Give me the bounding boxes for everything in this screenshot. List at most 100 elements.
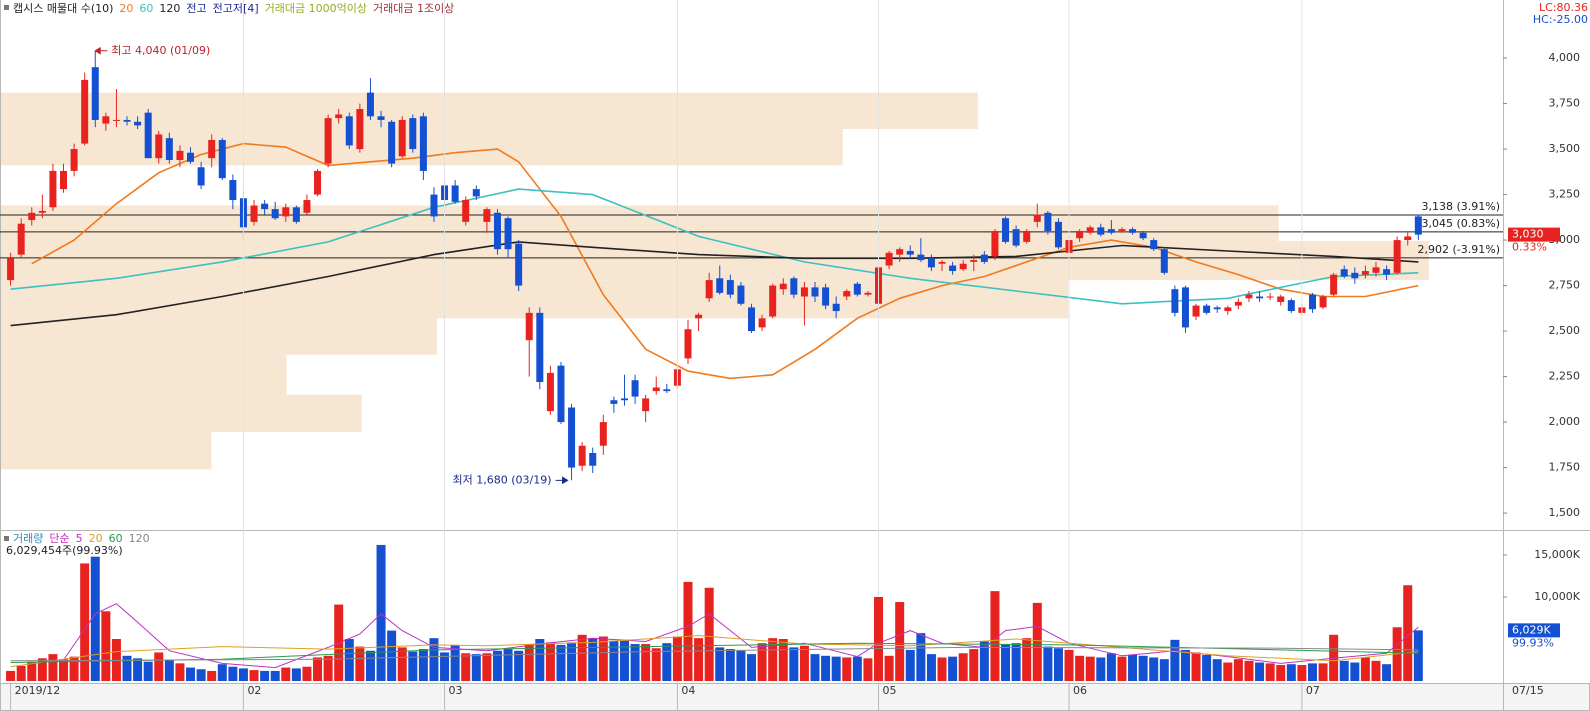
volume-bar (1085, 656, 1095, 681)
candle-body (430, 194, 438, 217)
change-rate: 0.33% (1512, 241, 1547, 254)
volume-bar (175, 663, 185, 681)
volume-bar (1318, 663, 1328, 681)
candle-body (864, 292, 872, 295)
candle-body (292, 207, 300, 222)
candle-body (1118, 229, 1126, 231)
candle-body (1245, 294, 1253, 299)
volume-bar (270, 670, 280, 681)
volume-bar (217, 664, 227, 681)
volume-bar (556, 644, 566, 681)
volume-bar (133, 658, 143, 681)
volume-bar (630, 644, 640, 681)
last-volume-box (1508, 623, 1560, 638)
volume-bar (778, 639, 788, 681)
candle-body (1256, 296, 1264, 299)
candle-body (663, 389, 671, 392)
volume-bar (48, 654, 58, 681)
volume-bar (588, 638, 598, 681)
volume-bar (619, 639, 629, 681)
date-axis (0, 683, 1590, 711)
volume-bar (672, 636, 682, 681)
candle-body (388, 121, 396, 164)
volume-bar (503, 649, 513, 681)
volume-profile-band (1, 354, 287, 395)
y-tick-label: 15,000K (1534, 548, 1580, 561)
volume-bar (1180, 649, 1190, 681)
volume-bar (6, 670, 16, 681)
volume-bar (143, 661, 153, 681)
candle-body (800, 287, 808, 297)
legend-text: 캡시스 매물대 수(10) (13, 2, 113, 15)
volume-bar (196, 669, 206, 681)
volume-average (63, 603, 1419, 669)
volume-bar (408, 651, 418, 681)
volume-bar (567, 642, 577, 681)
volume-bar (863, 658, 873, 681)
volume-bar (1064, 649, 1074, 681)
candle-body (314, 170, 322, 195)
candle-body (1393, 240, 1401, 273)
candle-body (1192, 305, 1200, 317)
legend-text: 5 (76, 532, 83, 545)
volume-bar (1371, 660, 1381, 681)
volume-bar (1149, 657, 1159, 681)
candle-body (493, 212, 501, 250)
volume-bar (1286, 664, 1296, 681)
volume-profile-band (1, 205, 1279, 241)
y-tick-label: 3,750 (1549, 97, 1581, 110)
candle-body (91, 67, 99, 120)
candle-body (1414, 216, 1422, 235)
volume-bar (37, 658, 47, 681)
volume-bar (1297, 665, 1307, 681)
candle-body (970, 260, 978, 262)
volume-bar (1075, 655, 1085, 681)
candle-body (1002, 218, 1010, 242)
candle-body (917, 254, 925, 261)
candle-body (70, 149, 78, 171)
volume-bar (524, 644, 534, 681)
annotation: 최저 1,680 (03/19) (453, 473, 552, 486)
volume-bar (1001, 644, 1011, 681)
volume-profile-band (1, 394, 362, 433)
candle-body (134, 121, 142, 126)
y-tick-label: 3,500 (1549, 142, 1581, 155)
legend-text: 거래대금 1조이상 (373, 2, 454, 15)
volume-bar (1360, 657, 1370, 681)
volume-bar (969, 649, 979, 681)
candle-body (218, 139, 226, 179)
candle-body (271, 209, 279, 219)
candle-body (409, 118, 417, 150)
volume-bar (80, 563, 90, 681)
candle-body (377, 116, 385, 120)
candle-body (1160, 249, 1168, 273)
candle-body (938, 261, 946, 264)
volume-bar (694, 638, 704, 681)
y-tick-label: 2,000 (1549, 415, 1581, 428)
legend-text: 거래대금 1000억이상 (265, 2, 367, 15)
legend-text: 거래량 (13, 532, 43, 545)
candle-body (1361, 271, 1369, 275)
volume-profile-band (1, 280, 1069, 319)
volume-bar (1106, 653, 1116, 681)
volume-bar (1350, 662, 1360, 681)
candle-body (610, 400, 618, 404)
candle-body (144, 112, 152, 159)
y-tick-label: 4,000 (1549, 51, 1581, 64)
legend-text: 120 (129, 532, 150, 545)
volume-bar (1233, 659, 1243, 681)
candle-body (419, 116, 427, 171)
volume-bar (1191, 652, 1201, 681)
candle-body (1054, 221, 1062, 248)
legend-marker (4, 5, 9, 10)
candle-body (49, 170, 57, 208)
candle-body (790, 278, 798, 295)
candle-body (949, 265, 957, 272)
candle-body (504, 218, 512, 250)
candle-body (758, 318, 766, 328)
candle-body (165, 138, 173, 160)
candle-body (748, 307, 755, 332)
volume-bar (1339, 660, 1349, 681)
volume-bar (355, 646, 365, 681)
